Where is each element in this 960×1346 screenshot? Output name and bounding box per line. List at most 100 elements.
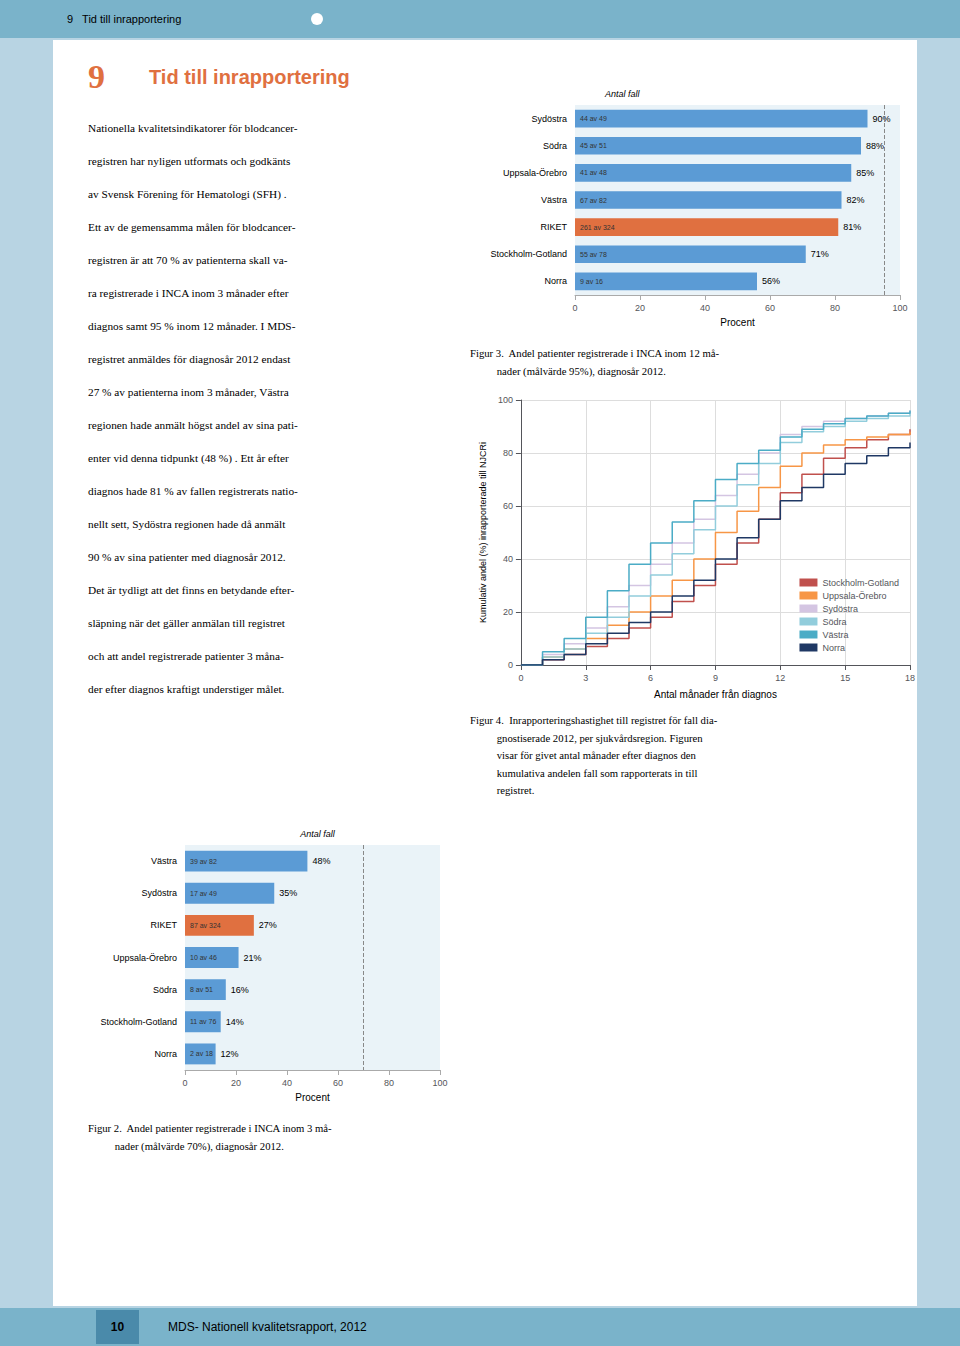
svg-text:27%: 27% bbox=[259, 920, 277, 930]
svg-text:40: 40 bbox=[700, 303, 710, 313]
svg-text:11 av 76: 11 av 76 bbox=[190, 1018, 216, 1025]
svg-text:Antal fall: Antal fall bbox=[299, 829, 336, 839]
html-text:registren är att 70 % av patie: registren är att 70 % av patienterna ska… bbox=[88, 254, 288, 266]
svg-text:80: 80 bbox=[503, 448, 513, 458]
svg-text:Procent: Procent bbox=[295, 1092, 330, 1103]
html-text:9: 9 bbox=[88, 58, 105, 95]
svg-text:100: 100 bbox=[432, 1078, 447, 1088]
html-text:gnostiserade 2012, per sjukvår: gnostiserade 2012, per sjukvårdsregion. … bbox=[470, 731, 703, 744]
svg-text:67 av 82: 67 av 82 bbox=[580, 197, 607, 204]
svg-text:0: 0 bbox=[572, 303, 577, 313]
svg-text:Sydöstra: Sydöstra bbox=[141, 888, 177, 898]
svg-text:Kumulativ andel (%) inrapporte: Kumulativ andel (%) inrapporterade till … bbox=[478, 442, 488, 623]
svg-text:2 av 18: 2 av 18 bbox=[190, 1050, 213, 1057]
html-text:kumulativa andelen fall som ra: kumulativa andelen fall som rapporterats… bbox=[470, 766, 698, 779]
svg-text:Stockholm-Gotland: Stockholm-Gotland bbox=[490, 249, 567, 259]
html-text:ra registrerade i INCA inom 3: ra registrerade i INCA inom 3 månader ef… bbox=[88, 287, 289, 299]
svg-text:14%: 14% bbox=[226, 1017, 244, 1027]
svg-text:18: 18 bbox=[905, 673, 915, 683]
svg-text:Västra: Västra bbox=[151, 856, 177, 866]
svg-text:60: 60 bbox=[333, 1078, 343, 1088]
svg-text:Stockholm-Gotland: Stockholm-Gotland bbox=[100, 1017, 177, 1027]
html-text:registren har nyligen utformat: registren har nyligen utformats och godk… bbox=[88, 155, 291, 167]
svg-text:Antal månader från diagnos: Antal månader från diagnos bbox=[654, 689, 777, 700]
svg-text:6: 6 bbox=[648, 673, 653, 683]
svg-text:0: 0 bbox=[508, 660, 513, 670]
html-text:nader (målvärde 95%), diagnoså: nader (målvärde 95%), diagnosår 2012. bbox=[470, 364, 666, 377]
svg-text:71%: 71% bbox=[811, 249, 829, 259]
html-text:MDS- Nationell kvalitetsrappor: MDS- Nationell kvalitetsrapport, 2012 bbox=[168, 1320, 367, 1334]
html-text:Ett av de gemensamma målen för: Ett av de gemensamma målen för blodcance… bbox=[88, 221, 296, 233]
svg-text:80: 80 bbox=[384, 1078, 394, 1088]
svg-text:Norra: Norra bbox=[822, 643, 845, 653]
svg-text:20: 20 bbox=[231, 1078, 241, 1088]
svg-text:RIKET: RIKET bbox=[150, 920, 177, 930]
svg-text:15: 15 bbox=[840, 673, 850, 683]
svg-text:56%: 56% bbox=[762, 276, 780, 286]
svg-text:39 av 82: 39 av 82 bbox=[190, 858, 217, 865]
html-text:10: 10 bbox=[110, 1320, 125, 1334]
svg-text:20: 20 bbox=[503, 607, 513, 617]
html-text:Nationella kvalitetsindikatore: Nationella kvalitetsindikatorer för blod… bbox=[88, 122, 298, 134]
svg-text:8 av 51: 8 av 51 bbox=[190, 986, 213, 993]
svg-text:44 av 49: 44 av 49 bbox=[580, 115, 607, 122]
html-text:registret anmäldes för diagnos: registret anmäldes för diagnosår 2012 en… bbox=[88, 353, 291, 365]
svg-text:9 av 16: 9 av 16 bbox=[580, 278, 603, 285]
html-text:Tid till inrapportering: Tid till inrapportering bbox=[149, 66, 350, 88]
svg-text:60: 60 bbox=[765, 303, 775, 313]
svg-text:35%: 35% bbox=[279, 888, 297, 898]
svg-text:81%: 81% bbox=[843, 222, 861, 232]
svg-text:Procent: Procent bbox=[720, 317, 755, 328]
svg-text:12: 12 bbox=[775, 673, 785, 683]
svg-text:40: 40 bbox=[503, 554, 513, 564]
svg-text:Stockholm-Gotland: Stockholm-Gotland bbox=[822, 578, 899, 588]
svg-text:Uppsala-Örebro: Uppsala-Örebro bbox=[113, 953, 177, 963]
svg-text:12%: 12% bbox=[221, 1049, 239, 1059]
html-text:27 % av patienterna inom 3 mån: 27 % av patienterna inom 3 månader, Väst… bbox=[88, 386, 289, 398]
svg-text:88%: 88% bbox=[866, 141, 884, 151]
svg-text:0: 0 bbox=[182, 1078, 187, 1088]
svg-text:Södra: Södra bbox=[543, 141, 567, 151]
svg-text:Uppsala-Örebro: Uppsala-Örebro bbox=[822, 591, 886, 601]
svg-text:Sydöstra: Sydöstra bbox=[822, 604, 858, 614]
svg-text:Västra: Västra bbox=[822, 630, 848, 640]
svg-text:10 av 46: 10 av 46 bbox=[190, 954, 217, 961]
svg-text:RIKET: RIKET bbox=[540, 222, 567, 232]
svg-text:21%: 21% bbox=[244, 953, 262, 963]
svg-text:40: 40 bbox=[282, 1078, 292, 1088]
html-text:av Svensk Förening för Hematol: av Svensk Förening för Hematologi (SFH) … bbox=[88, 188, 287, 200]
svg-text:100: 100 bbox=[892, 303, 907, 313]
svg-text:Norra: Norra bbox=[544, 276, 567, 286]
svg-text:100: 100 bbox=[498, 395, 513, 405]
svg-text:Södra: Södra bbox=[822, 617, 846, 627]
svg-text:3: 3 bbox=[583, 673, 588, 683]
svg-text:48%: 48% bbox=[312, 856, 330, 866]
svg-text:41 av 48: 41 av 48 bbox=[580, 169, 607, 176]
svg-text:20: 20 bbox=[635, 303, 645, 313]
svg-text:Södra: Södra bbox=[153, 985, 177, 995]
svg-text:55 av 78: 55 av 78 bbox=[580, 251, 607, 258]
html-text:enter vid denna tidpunkt (48 %: enter vid denna tidpunkt (48 %) . Ett år… bbox=[88, 452, 289, 464]
svg-text:85%: 85% bbox=[856, 168, 874, 178]
svg-text:87 av 324: 87 av 324 bbox=[190, 922, 221, 929]
svg-text:45 av 51: 45 av 51 bbox=[580, 142, 607, 149]
html-text:diagnos hade 81 % av fallen re: diagnos hade 81 % av fallen registrerats… bbox=[88, 485, 298, 497]
svg-text:90%: 90% bbox=[873, 114, 891, 124]
svg-text:0: 0 bbox=[518, 673, 523, 683]
svg-text:Uppsala-Örebro: Uppsala-Örebro bbox=[503, 168, 567, 178]
html-text:nader (målvärde 70%), diagnoså: nader (målvärde 70%), diagnosår 2012. bbox=[88, 1139, 284, 1152]
html-text:9 Tid till inrapportering: 9 Tid till inrapportering bbox=[67, 13, 182, 25]
svg-text:Västra: Västra bbox=[541, 195, 567, 205]
html-text:regionen hade anmält högst and: regionen hade anmält högst andel av sina… bbox=[88, 419, 298, 431]
svg-text:Norra: Norra bbox=[154, 1049, 177, 1059]
svg-text:9: 9 bbox=[713, 673, 718, 683]
svg-text:Antal fall: Antal fall bbox=[604, 89, 641, 99]
svg-text:16%: 16% bbox=[231, 985, 249, 995]
svg-text:82%: 82% bbox=[847, 195, 865, 205]
svg-text:Sydöstra: Sydöstra bbox=[531, 114, 567, 124]
svg-text:80: 80 bbox=[830, 303, 840, 313]
svg-text:17 av 49: 17 av 49 bbox=[190, 890, 217, 897]
svg-text:60: 60 bbox=[503, 501, 513, 511]
svg-text:261 av 324: 261 av 324 bbox=[580, 224, 615, 231]
html-text:diagnos samt 95 % inom 12 måna: diagnos samt 95 % inom 12 månader. I MDS… bbox=[88, 320, 296, 332]
